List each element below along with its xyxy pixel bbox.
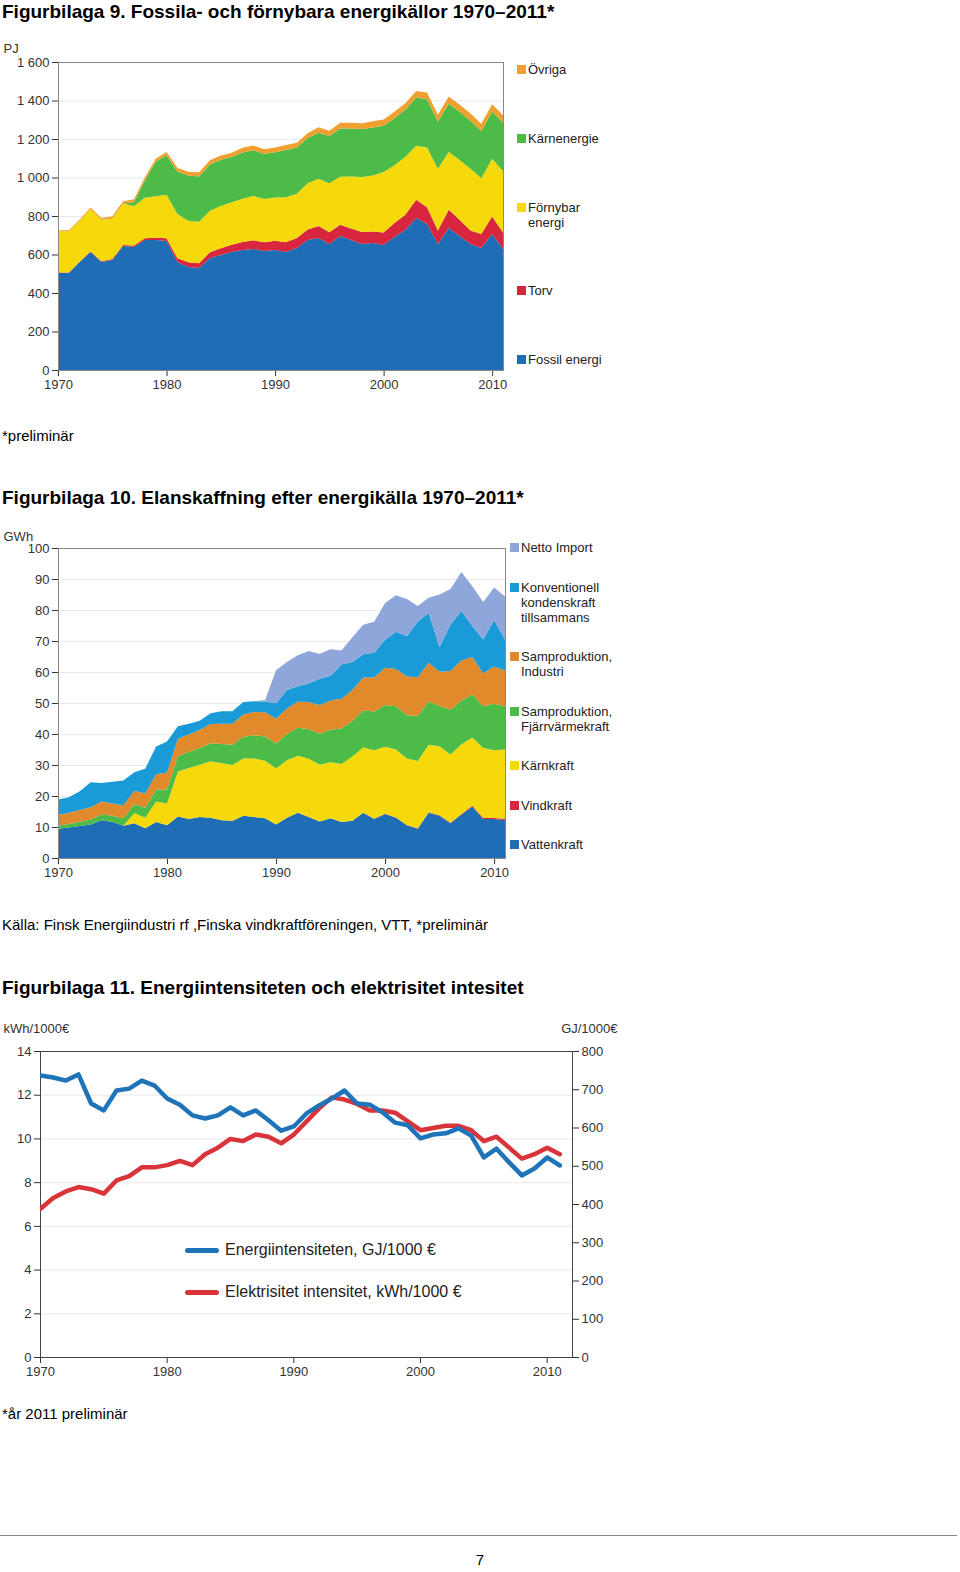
html-text:Figurbilaga 9. Fossila- och fö: Figurbilaga 9. Fossila- och förnybara en… <box>2 1 555 22</box>
svg-text:800: 800 <box>28 209 50 224</box>
html-text:Källa: Finsk Energiindustri rf: Källa: Finsk Energiindustri rf ,Finska v… <box>2 916 488 933</box>
svg-text:1 600: 1 600 <box>17 55 50 70</box>
svg-text:1970: 1970 <box>26 1364 55 1379</box>
html-text:*preliminär: *preliminär <box>2 427 74 444</box>
svg-text:2000: 2000 <box>406 1364 435 1379</box>
svg-text:2: 2 <box>24 1306 31 1321</box>
svg-text:0: 0 <box>24 1350 31 1365</box>
svg-text:1990: 1990 <box>261 377 290 392</box>
svg-text:6: 6 <box>24 1219 31 1234</box>
svg-text:2010: 2010 <box>478 377 507 392</box>
html-text:Kärnkraft: Kärnkraft <box>521 758 574 773</box>
svg-text:100: 100 <box>582 1311 604 1326</box>
svg-text:1990: 1990 <box>262 865 291 880</box>
svg-text:GWh: GWh <box>4 529 34 544</box>
html-text:*år 2011 preliminär: *år 2011 preliminär <box>2 1405 128 1422</box>
svg-text:100: 100 <box>27 540 50 556</box>
svg-text:600: 600 <box>582 1120 604 1135</box>
html-text:Kärnenergie: Kärnenergie <box>528 130 599 146</box>
html-text:Elektrisitet intensitet, kWh/1: Elektrisitet intensitet, kWh/1000 € <box>225 1283 462 1300</box>
html-text:Konventionell kondenskraft til: Konventionell kondenskraft tillsammans <box>521 579 600 625</box>
html-text:Figurbilaga 11. Energiintensit: Figurbilaga 11. Energiintensiteten och e… <box>2 977 524 998</box>
svg-text:1980: 1980 <box>153 377 182 392</box>
html-text:7: 7 <box>475 1551 485 1568</box>
html-text:Netto Import: Netto Import <box>521 540 593 555</box>
svg-text:4: 4 <box>24 1262 31 1277</box>
svg-text:70: 70 <box>35 634 49 649</box>
svg-text:kWh/1000€: kWh/1000€ <box>4 1021 71 1036</box>
svg-text:20: 20 <box>35 789 49 804</box>
svg-text:0: 0 <box>42 363 49 378</box>
html-text:Samproduktion, Industri: Samproduktion, Industri <box>521 649 613 679</box>
svg-text:2010: 2010 <box>480 865 509 880</box>
svg-text:10: 10 <box>17 1131 31 1146</box>
svg-text:200: 200 <box>582 1273 604 1288</box>
svg-text:50: 50 <box>35 696 49 711</box>
svg-text:500: 500 <box>582 1158 604 1173</box>
svg-text:90: 90 <box>35 572 49 587</box>
svg-text:1 000: 1 000 <box>17 170 50 185</box>
svg-text:1 200: 1 200 <box>17 132 50 147</box>
svg-text:0: 0 <box>42 851 49 866</box>
html-text:Vindkraft: Vindkraft <box>521 797 573 813</box>
html-text:Energiintensiteten, GJ/1000 €: Energiintensiteten, GJ/1000 € <box>225 1241 436 1258</box>
svg-text:40: 40 <box>35 727 49 742</box>
svg-text:2000: 2000 <box>370 377 399 392</box>
svg-text:400: 400 <box>582 1197 604 1212</box>
svg-text:1980: 1980 <box>153 865 182 880</box>
svg-text:0: 0 <box>582 1350 589 1365</box>
html-text:Vattenkraft: Vattenkraft <box>521 837 583 852</box>
svg-text:1970: 1970 <box>44 377 73 392</box>
svg-text:600: 600 <box>28 247 50 262</box>
html-text:Figurbilaga 10. Elanskaffning: Figurbilaga 10. Elanskaffning efter ener… <box>2 487 524 508</box>
svg-text:1 400: 1 400 <box>17 93 50 108</box>
html-text:Fossil energi: Fossil energi <box>528 352 602 367</box>
svg-text:PJ: PJ <box>4 41 19 56</box>
svg-text:2010: 2010 <box>533 1364 562 1379</box>
svg-text:12: 12 <box>17 1087 31 1102</box>
svg-text:800: 800 <box>582 1044 604 1059</box>
svg-text:GJ/1000€: GJ/1000€ <box>561 1021 618 1036</box>
html-text:Förnybar energi: Förnybar energi <box>528 199 580 230</box>
svg-text:700: 700 <box>582 1082 604 1097</box>
svg-text:1980: 1980 <box>153 1364 182 1379</box>
html-text:Torv: Torv <box>528 283 553 299</box>
svg-text:14: 14 <box>17 1044 31 1059</box>
svg-text:300: 300 <box>582 1235 604 1250</box>
svg-text:1990: 1990 <box>279 1364 308 1379</box>
html-text:Övriga: Övriga <box>528 62 567 77</box>
svg-text:30: 30 <box>35 758 49 773</box>
svg-text:80: 80 <box>35 603 49 618</box>
svg-text:1970: 1970 <box>44 865 73 880</box>
svg-text:8: 8 <box>24 1175 31 1190</box>
svg-text:60: 60 <box>35 665 49 680</box>
svg-text:400: 400 <box>28 286 50 301</box>
svg-text:200: 200 <box>28 324 50 339</box>
svg-text:10: 10 <box>35 820 49 835</box>
html-text:Samproduktion, Fjärrvärmekraft: Samproduktion, Fjärrvärmekraft <box>521 703 613 734</box>
svg-text:2000: 2000 <box>371 865 400 880</box>
